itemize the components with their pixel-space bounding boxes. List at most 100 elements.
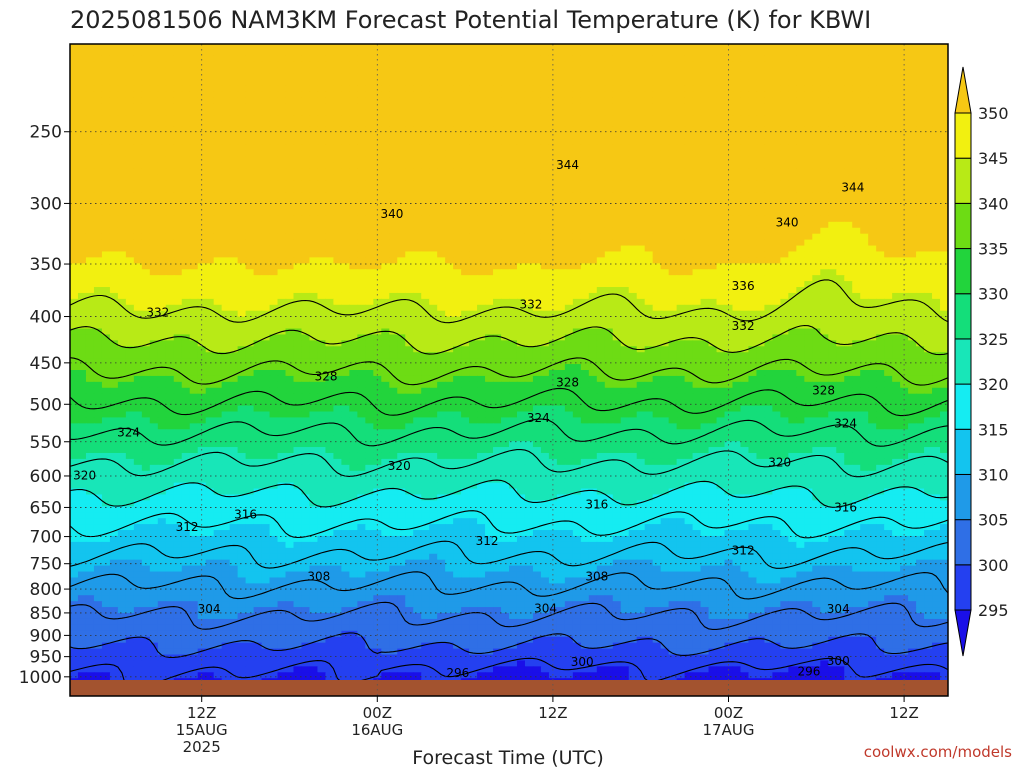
field-cell — [437, 257, 446, 264]
field-cell — [668, 44, 678, 51]
field-cell — [572, 79, 582, 87]
field-cell — [532, 168, 542, 175]
field-cell — [245, 91, 255, 98]
field-cell — [477, 192, 486, 199]
field-cell — [453, 73, 462, 81]
field-cell — [540, 251, 550, 258]
field-cell — [620, 227, 630, 235]
field-cell — [229, 227, 239, 235]
field-cell — [684, 233, 694, 241]
field-cell — [221, 251, 231, 258]
field-cell — [516, 174, 526, 181]
field-cell — [309, 245, 319, 253]
field-cell — [229, 257, 239, 264]
field-cell — [165, 91, 175, 98]
field-cell — [684, 221, 694, 229]
field-cell — [485, 227, 494, 235]
field-cell — [477, 209, 486, 217]
field-cell — [373, 132, 382, 140]
field-cell — [700, 198, 710, 205]
field-cell — [309, 227, 319, 235]
field-cell — [509, 251, 518, 258]
field-cell — [261, 174, 271, 181]
field-cell — [924, 263, 933, 270]
field-cell — [532, 221, 542, 229]
field-cell — [501, 61, 510, 69]
field-cell — [532, 292, 542, 300]
field-cell — [213, 257, 223, 264]
field-cell — [604, 67, 614, 75]
field-cell — [493, 245, 502, 253]
field-cell — [876, 138, 885, 146]
field-cell — [389, 91, 398, 98]
field-cell — [892, 121, 901, 128]
field-cell — [349, 138, 358, 146]
field-cell — [341, 174, 350, 181]
field-cell — [205, 180, 215, 187]
field-cell — [924, 204, 933, 211]
field-cell — [149, 150, 159, 158]
field-cell — [740, 257, 750, 264]
field-cell — [924, 85, 933, 93]
field-cell — [493, 292, 502, 300]
field-cell — [381, 269, 390, 276]
field-cell — [636, 215, 646, 223]
field-cell — [389, 67, 398, 75]
field-cell — [277, 180, 287, 187]
field-cell — [524, 204, 534, 211]
field-cell — [405, 304, 414, 312]
field-cell — [381, 298, 390, 306]
field-cell — [932, 61, 941, 69]
field-cell — [924, 174, 933, 181]
field-cell — [165, 215, 175, 223]
field-cell — [684, 97, 694, 104]
field-cell — [548, 298, 558, 306]
field-cell — [285, 55, 295, 63]
field-cell — [652, 198, 662, 205]
field-cell — [213, 245, 223, 253]
field-cell — [269, 79, 279, 87]
field-cell — [317, 310, 327, 318]
field-cell — [189, 174, 199, 181]
field-cell — [117, 138, 127, 146]
field-cell — [516, 269, 526, 276]
field-cell — [772, 67, 781, 75]
field-cell — [924, 281, 933, 288]
field-cell — [668, 287, 678, 294]
field-cell — [540, 67, 550, 75]
field-cell — [477, 132, 486, 140]
field-cell — [684, 109, 694, 116]
field-cell — [676, 192, 686, 199]
field-cell — [644, 168, 654, 175]
field-cell — [469, 132, 478, 140]
field-cell — [620, 162, 630, 170]
field-cell — [892, 281, 901, 288]
field-cell — [556, 85, 566, 93]
field-cell — [413, 103, 422, 110]
field-cell — [620, 192, 630, 199]
field-cell — [70, 263, 79, 270]
field-cell — [756, 198, 766, 205]
field-cell — [93, 150, 103, 158]
field-cell — [205, 150, 215, 158]
field-cell — [588, 150, 598, 158]
field-cell — [109, 174, 119, 181]
field-cell — [181, 55, 191, 63]
field-cell — [844, 215, 853, 223]
field-cell — [341, 221, 350, 229]
field-cell — [716, 227, 726, 235]
field-cell — [477, 126, 486, 134]
field-cell — [501, 162, 510, 170]
field-cell — [117, 292, 127, 300]
field-cell — [413, 109, 422, 116]
field-cell — [716, 132, 726, 140]
field-cell — [405, 61, 414, 69]
field-cell — [588, 269, 598, 276]
field-cell — [245, 263, 255, 270]
field-cell — [924, 209, 933, 217]
field-cell — [269, 132, 279, 140]
field-cell — [532, 298, 542, 306]
field-cell — [884, 192, 893, 199]
field-cell — [85, 304, 95, 312]
field-cell — [157, 109, 167, 116]
